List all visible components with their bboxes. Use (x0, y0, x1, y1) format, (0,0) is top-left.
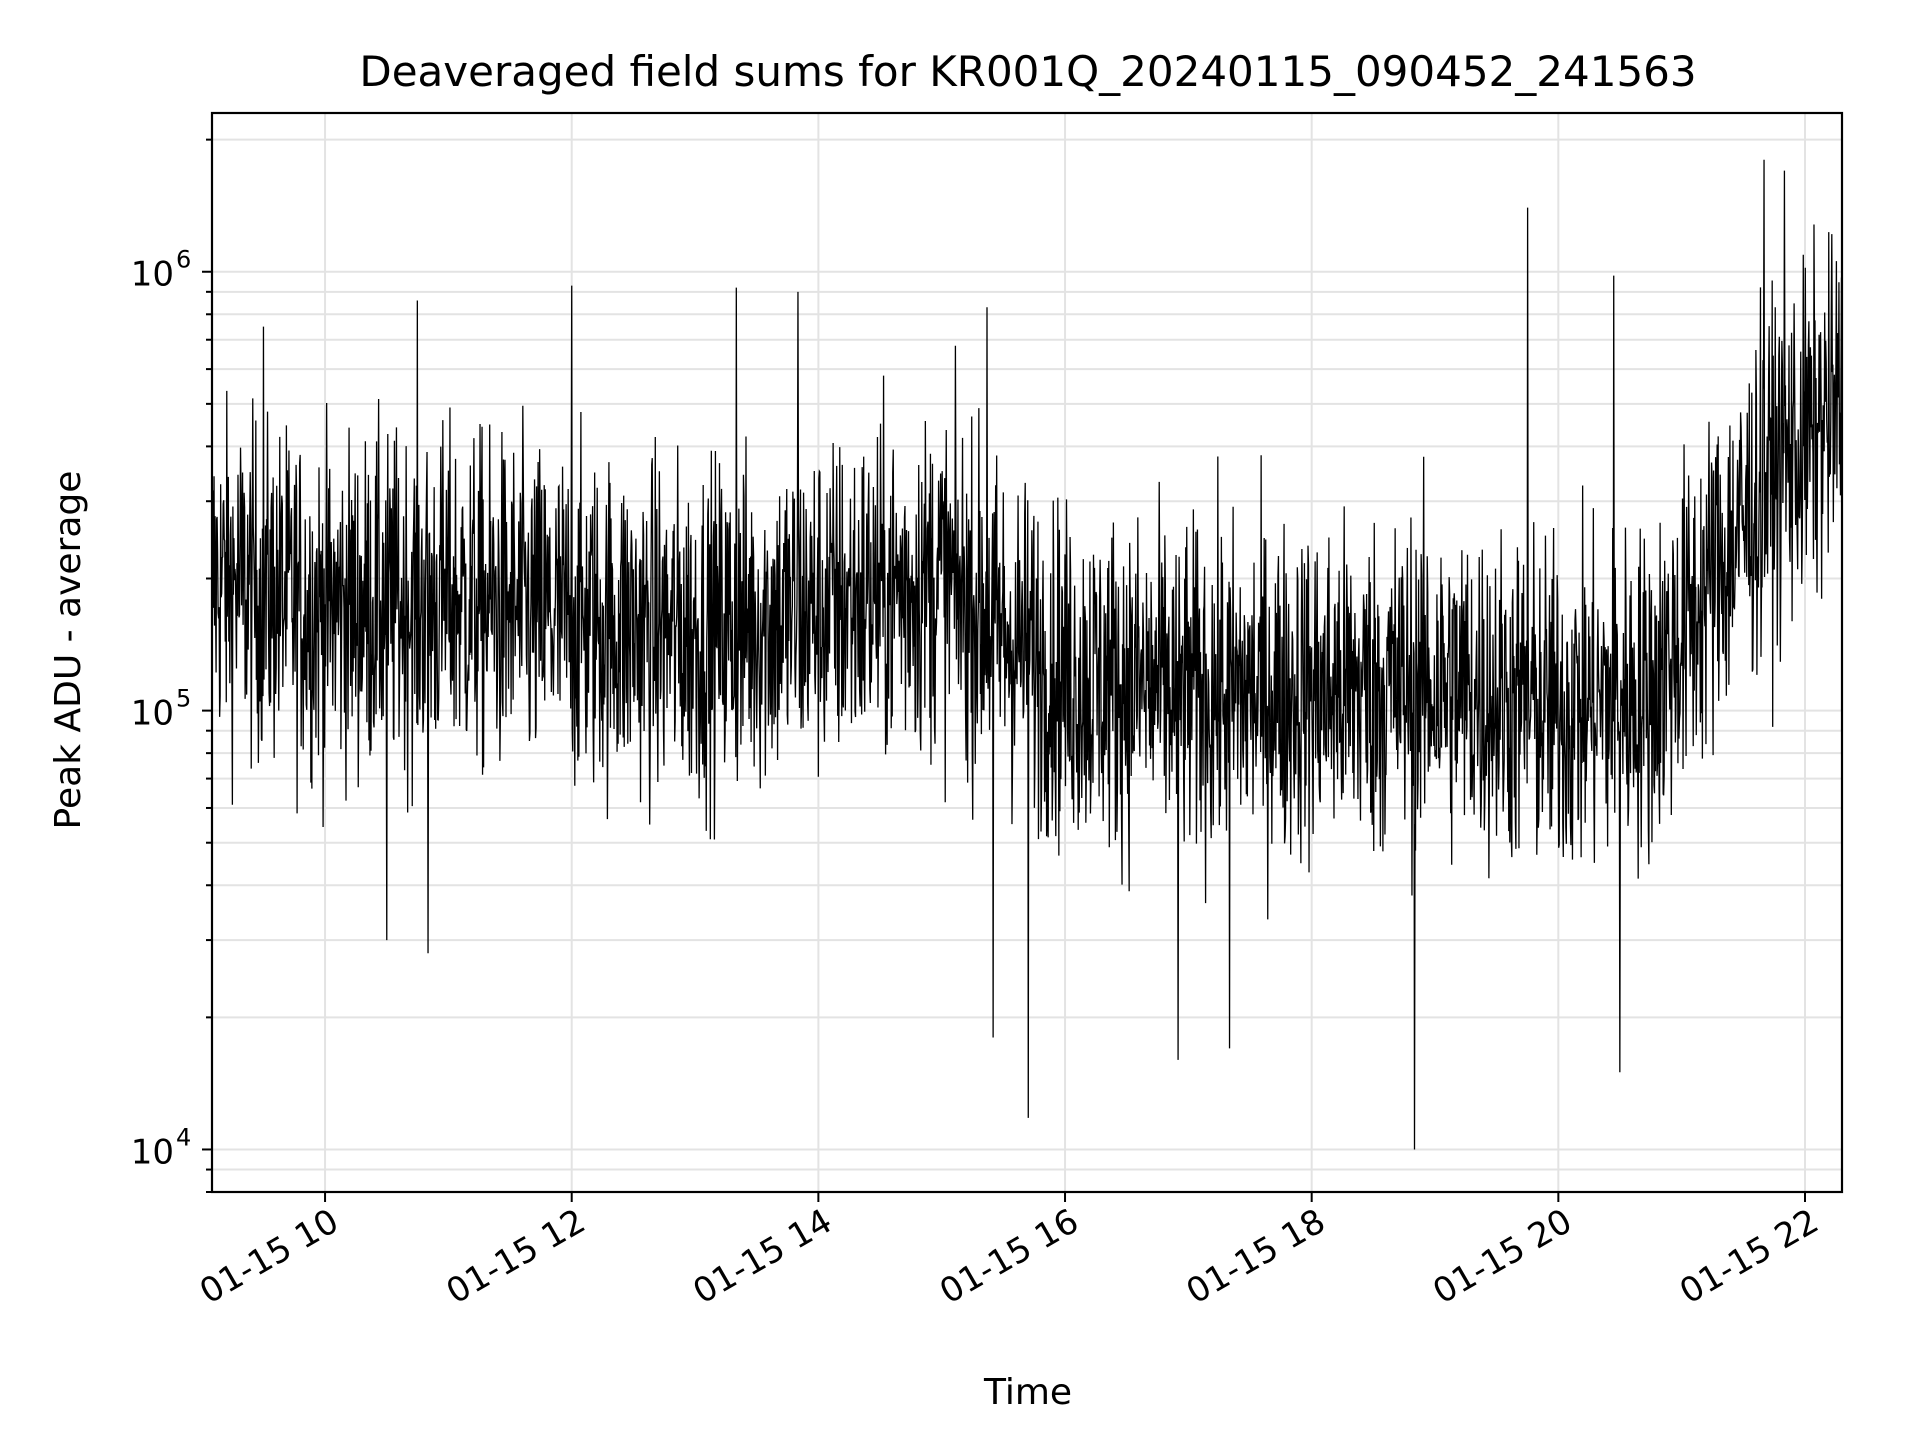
series-line (211, 159, 1843, 1150)
y-tick-exponent: 4 (176, 1123, 191, 1151)
y-tick-label: 10 (131, 694, 174, 734)
y-tick-label: 10 (131, 1132, 174, 1172)
y-tick-label: 10 (131, 255, 174, 295)
series-layer (211, 159, 1843, 1150)
chart-title: Deaveraged field sums for KR001Q_2024011… (359, 47, 1696, 96)
y-axis-label: Peak ADU - average (48, 471, 89, 830)
y-tick-exponent: 5 (176, 685, 191, 713)
x-axis-label: Time (983, 1372, 1072, 1413)
plot-frame (210, 111, 1844, 1194)
y-tick-exponent: 6 (176, 246, 191, 274)
